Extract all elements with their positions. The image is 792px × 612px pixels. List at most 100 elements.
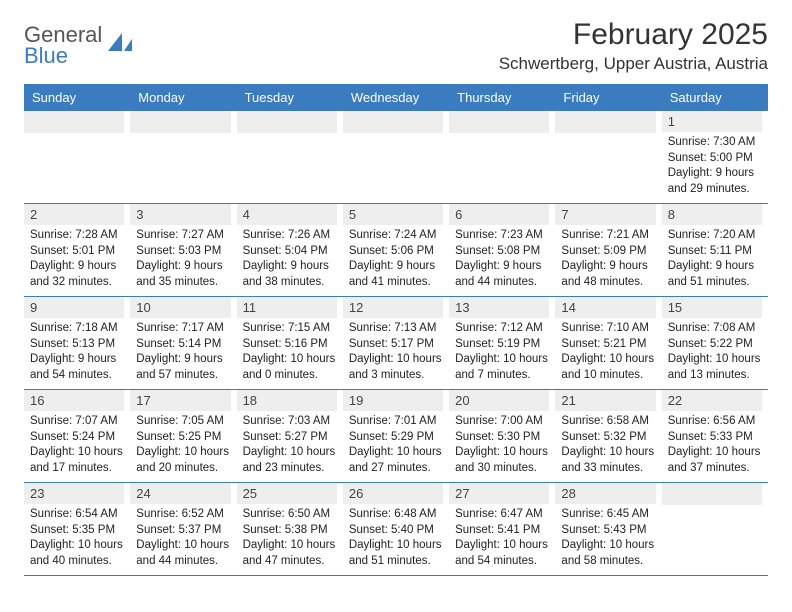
day-info-line: Sunrise: 7:26 AM xyxy=(243,228,337,244)
calendar-cell: 20Sunrise: 7:00 AMSunset: 5:30 PMDayligh… xyxy=(449,390,555,482)
day-info-line: Sunset: 5:43 PM xyxy=(561,523,655,539)
day-info-line: Daylight: 10 hours xyxy=(243,445,337,461)
day-info-line: Daylight: 9 hours xyxy=(668,259,762,275)
day-info: Sunrise: 6:56 AMSunset: 5:33 PMDaylight:… xyxy=(662,414,762,476)
calendar-cell: 14Sunrise: 7:10 AMSunset: 5:21 PMDayligh… xyxy=(555,297,661,389)
day-number: 27 xyxy=(449,483,549,504)
calendar-cell: 7Sunrise: 7:21 AMSunset: 5:09 PMDaylight… xyxy=(555,204,661,296)
day-info-line: Sunrise: 7:18 AM xyxy=(30,321,124,337)
calendar-cell xyxy=(662,483,768,575)
day-info-line: Daylight: 10 hours xyxy=(349,352,443,368)
day-number: 20 xyxy=(449,390,549,411)
day-info-line: Daylight: 10 hours xyxy=(668,445,762,461)
day-info-line: and 10 minutes. xyxy=(561,368,655,384)
day-number-empty xyxy=(130,111,230,133)
day-info-line: Sunset: 5:01 PM xyxy=(30,244,124,260)
dayname-sunday: Sunday xyxy=(24,84,130,111)
day-info-line: Sunrise: 7:08 AM xyxy=(668,321,762,337)
logo-text-block: General Blue xyxy=(24,24,102,67)
day-number: 10 xyxy=(130,297,230,318)
calendar-week: 16Sunrise: 7:07 AMSunset: 5:24 PMDayligh… xyxy=(24,390,768,483)
day-info-line: Sunset: 5:21 PM xyxy=(561,337,655,353)
day-info-line: Sunset: 5:29 PM xyxy=(349,430,443,446)
day-info: Sunrise: 7:10 AMSunset: 5:21 PMDaylight:… xyxy=(555,321,655,383)
day-info-line: Daylight: 10 hours xyxy=(243,538,337,554)
day-info-line: and 41 minutes. xyxy=(349,275,443,291)
day-info-line: Sunrise: 7:10 AM xyxy=(561,321,655,337)
day-info-line: Sunset: 5:33 PM xyxy=(668,430,762,446)
day-info-line: Sunrise: 7:12 AM xyxy=(455,321,549,337)
day-info-line: Sunrise: 7:28 AM xyxy=(30,228,124,244)
day-info-line: and 51 minutes. xyxy=(349,554,443,570)
day-info-line: and 32 minutes. xyxy=(30,275,124,291)
day-info-line: Sunset: 5:24 PM xyxy=(30,430,124,446)
calendar-cell xyxy=(130,111,236,203)
day-info: Sunrise: 7:07 AMSunset: 5:24 PMDaylight:… xyxy=(24,414,124,476)
day-info-line: Sunset: 5:14 PM xyxy=(136,337,230,353)
day-number: 18 xyxy=(237,390,337,411)
day-number: 6 xyxy=(449,204,549,225)
day-info-line: and 54 minutes. xyxy=(30,368,124,384)
day-info-line: Sunrise: 7:27 AM xyxy=(136,228,230,244)
day-info: Sunrise: 6:47 AMSunset: 5:41 PMDaylight:… xyxy=(449,507,549,569)
day-info-line: Daylight: 9 hours xyxy=(30,352,124,368)
calendar-cell: 9Sunrise: 7:18 AMSunset: 5:13 PMDaylight… xyxy=(24,297,130,389)
calendar-cell: 28Sunrise: 6:45 AMSunset: 5:43 PMDayligh… xyxy=(555,483,661,575)
day-info-line: Sunrise: 6:45 AM xyxy=(561,507,655,523)
day-number: 23 xyxy=(24,483,124,504)
day-info-line: Daylight: 10 hours xyxy=(349,445,443,461)
day-info-line: and 3 minutes. xyxy=(349,368,443,384)
calendar-cell: 6 Sunrise: 7:23 AMSunset: 5:08 PMDaylight… xyxy=(449,204,555,296)
day-info-line: Daylight: 10 hours xyxy=(30,538,124,554)
day-number-empty xyxy=(237,111,337,133)
day-info-line: and 33 minutes. xyxy=(561,461,655,477)
day-info-line: Daylight: 9 hours xyxy=(243,259,337,275)
calendar-cell: 24Sunrise: 6:52 AMSunset: 5:37 PMDayligh… xyxy=(130,483,236,575)
day-info-line: Sunrise: 7:15 AM xyxy=(243,321,337,337)
day-number: 16 xyxy=(24,390,124,411)
calendar-cell: 3Sunrise: 7:27 AMSunset: 5:03 PMDaylight… xyxy=(130,204,236,296)
calendar-cell: 10Sunrise: 7:17 AMSunset: 5:14 PMDayligh… xyxy=(130,297,236,389)
day-number: 8 xyxy=(662,204,762,225)
calendar-cell: 23 Sunrise: 6:54 AMSunset: 5:35 PMDayligh… xyxy=(24,483,130,575)
day-info-line: Sunrise: 6:50 AM xyxy=(243,507,337,523)
logo-line2: Blue xyxy=(24,45,102,67)
day-info-line: Sunset: 5:35 PM xyxy=(30,523,124,539)
day-info-line: Sunrise: 7:07 AM xyxy=(30,414,124,430)
calendar-cell: 17Sunrise: 7:05 AMSunset: 5:25 PMDayligh… xyxy=(130,390,236,482)
day-info: Sunrise: 7:12 AMSunset: 5:19 PMDaylight:… xyxy=(449,321,549,383)
day-info-line: Daylight: 9 hours xyxy=(668,166,762,182)
day-info: Sunrise: 7:08 AMSunset: 5:22 PMDaylight:… xyxy=(662,321,762,383)
day-info-line: Sunrise: 6:54 AM xyxy=(30,507,124,523)
calendar-week: 9Sunrise: 7:18 AMSunset: 5:13 PMDaylight… xyxy=(24,297,768,390)
day-info-line: Daylight: 10 hours xyxy=(561,538,655,554)
day-info-line: Daylight: 10 hours xyxy=(243,352,337,368)
calendar-cell: 13Sunrise: 7:12 AMSunset: 5:19 PMDayligh… xyxy=(449,297,555,389)
day-info-line: Sunrise: 7:24 AM xyxy=(349,228,443,244)
day-info-line: Sunrise: 7:13 AM xyxy=(349,321,443,337)
calendar-cell xyxy=(449,111,555,203)
calendar-cell: 18Sunrise: 7:03 AMSunset: 5:27 PMDayligh… xyxy=(237,390,343,482)
day-info-line: Daylight: 9 hours xyxy=(455,259,549,275)
day-info-line: Sunset: 5:16 PM xyxy=(243,337,337,353)
day-info-line: and 47 minutes. xyxy=(243,554,337,570)
day-info-line: Sunrise: 6:58 AM xyxy=(561,414,655,430)
day-info-line: Sunrise: 6:47 AM xyxy=(455,507,549,523)
day-info-line: Sunrise: 7:30 AM xyxy=(668,135,762,151)
day-info-line: and 58 minutes. xyxy=(561,554,655,570)
day-number-empty xyxy=(24,111,124,133)
day-info: Sunrise: 7:23 AMSunset: 5:08 PMDaylight:… xyxy=(449,228,549,290)
day-info: Sunrise: 6:58 AMSunset: 5:32 PMDaylight:… xyxy=(555,414,655,476)
day-info-line: and 27 minutes. xyxy=(349,461,443,477)
day-info-line: and 51 minutes. xyxy=(668,275,762,291)
day-info-line: and 40 minutes. xyxy=(30,554,124,570)
day-info: Sunrise: 7:18 AMSunset: 5:13 PMDaylight:… xyxy=(24,321,124,383)
day-info-line: Daylight: 10 hours xyxy=(455,352,549,368)
day-info-line: Sunset: 5:19 PM xyxy=(455,337,549,353)
day-info-line: and 17 minutes. xyxy=(30,461,124,477)
day-info: Sunrise: 7:27 AMSunset: 5:03 PMDaylight:… xyxy=(130,228,230,290)
day-info-line: Sunset: 5:27 PM xyxy=(243,430,337,446)
day-info-line: Daylight: 10 hours xyxy=(561,445,655,461)
calendar-cell: 5Sunrise: 7:24 AMSunset: 5:06 PMDaylight… xyxy=(343,204,449,296)
day-info-line: Daylight: 10 hours xyxy=(136,538,230,554)
